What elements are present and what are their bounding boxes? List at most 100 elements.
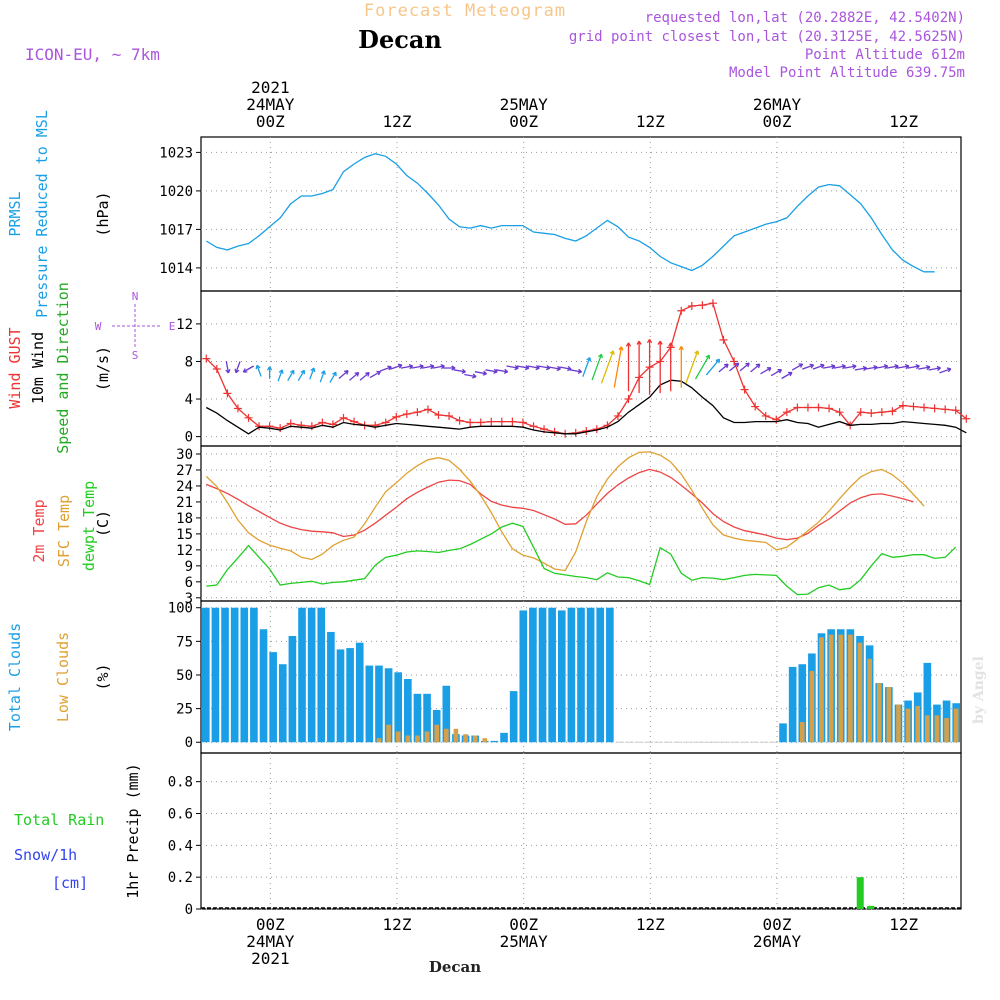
wind-direction-arrow (255, 364, 262, 377)
wind-direction-arrow (225, 361, 231, 374)
gust-marker (455, 416, 464, 425)
wind-direction-arrow (678, 345, 684, 388)
label-10m-wind: 10m Wind (29, 332, 47, 404)
top-time-label: 12Z (889, 112, 918, 131)
label-snow-unit: [cm] (52, 874, 88, 892)
wind-direction-arrow (802, 363, 815, 370)
gust-marker (476, 418, 485, 427)
total-clouds-bar (548, 607, 556, 743)
y-tick-label: 12 (176, 317, 193, 333)
y-tick-label: 0 (185, 430, 193, 446)
label-wind-gust: Wind GUST (6, 327, 24, 408)
wind-direction-arrow (582, 356, 592, 377)
low-clouds-bar (819, 637, 824, 743)
compass-west: W (95, 320, 102, 333)
bottom-time-label: 2021 (251, 949, 290, 968)
gust-marker (297, 421, 306, 430)
low-clouds-bar (886, 687, 892, 743)
footer-location: Decan (429, 958, 481, 976)
wind-direction-arrow (287, 369, 295, 382)
gust-marker (423, 405, 432, 414)
low-clouds-bar (482, 738, 488, 743)
total-clouds-bar (423, 693, 431, 743)
gust-marker (339, 413, 348, 422)
gust-marker (761, 411, 770, 420)
y-tick-label: 50 (176, 668, 193, 684)
total-clouds-bar (606, 607, 614, 743)
wind-direction-arrow (569, 368, 583, 374)
low-clouds-bar (799, 722, 805, 743)
low-clouds-bar (905, 708, 911, 743)
gust-marker (920, 403, 929, 412)
gust-marker (898, 401, 907, 410)
wind-direction-arrow (600, 350, 615, 384)
gust-marker (951, 406, 960, 415)
gust-marker (793, 403, 802, 412)
wind-direction-arrow (390, 363, 403, 370)
total-clouds-bar (221, 607, 229, 743)
wind-direction-arrow (705, 358, 721, 376)
wind-direction-arrow (338, 370, 349, 379)
low-clouds-bar (944, 718, 949, 743)
y-tick-label: 24 (176, 479, 193, 495)
gust-marker (613, 411, 622, 420)
label-speed-direction: Speed and Direction (54, 282, 72, 454)
low-clouds-bar (453, 728, 459, 743)
wind-direction-arrow (329, 371, 337, 383)
y-tick-label: 0.2 (168, 870, 193, 886)
top-time-label: 2021 (251, 78, 290, 97)
total-clouds-bar (202, 607, 210, 743)
compass-north: N (132, 290, 139, 303)
panel-precip: 0 0.2 0.4 0.6 0.8 1hr Precip (mm) (124, 752, 962, 918)
y-tick-label: 0.4 (168, 838, 193, 854)
total-clouds-bar (529, 607, 537, 743)
low-clouds-bar (896, 704, 901, 743)
gust-marker (930, 404, 939, 413)
wind-direction-arrow (309, 367, 316, 380)
rain-bar (856, 877, 864, 909)
total-clouds-bar (509, 691, 518, 743)
wind-direction-arrow (359, 371, 370, 381)
gust-marker (677, 306, 686, 315)
total-clouds-bar (317, 607, 326, 743)
gust-marker (434, 411, 443, 419)
wind-direction-arrow (400, 363, 414, 370)
label-snow: Snow/1h (14, 846, 77, 864)
low-clouds-bar (857, 642, 863, 743)
total-clouds-bar (259, 629, 268, 743)
y-tick-label: 4 (185, 392, 193, 408)
gust-marker (941, 405, 950, 414)
bottom-time-label: 24MAY (246, 932, 295, 951)
panel-pressure: 1014 1017 1020 1023 (hPa) (94, 136, 962, 292)
gust-marker (265, 422, 274, 431)
low-clouds-bar (444, 728, 449, 743)
total-clouds-bar (365, 665, 374, 743)
wind-direction-arrow (694, 354, 710, 380)
bottom-time-label: 12Z (383, 915, 412, 934)
gust-marker (751, 402, 760, 411)
wind-direction-arrow (379, 365, 392, 372)
y-tick-label: 0.6 (168, 806, 193, 822)
pressure-line (205, 153, 935, 273)
wind-direction-arrow (537, 365, 551, 371)
wind-direction-arrow (625, 342, 632, 392)
y-tick-label: 1017 (159, 222, 193, 238)
wind-direction-arrow (833, 363, 846, 370)
gust-marker (487, 417, 496, 426)
app-title: Forecast Meteogram (364, 1, 566, 21)
wind-direction-arrow (349, 371, 360, 381)
y-tick-label: 100 (168, 601, 193, 617)
top-time-label: 00Z (763, 112, 792, 131)
model-label: ICON-EU, ~ 7km (25, 45, 160, 64)
gust-marker (445, 411, 454, 420)
gust-marker (803, 403, 812, 412)
total-clouds-bar (577, 607, 585, 743)
total-clouds-bar (404, 679, 412, 743)
wind-direction-arrow (875, 363, 889, 370)
gust-marker (508, 417, 517, 426)
panel-frame (200, 445, 962, 602)
wind-direction-arrow (646, 338, 653, 395)
bottom-time-label: 00Z (763, 915, 792, 934)
y-axis-unit: (hPa) (94, 191, 112, 236)
total-clouds-bar (490, 740, 499, 743)
